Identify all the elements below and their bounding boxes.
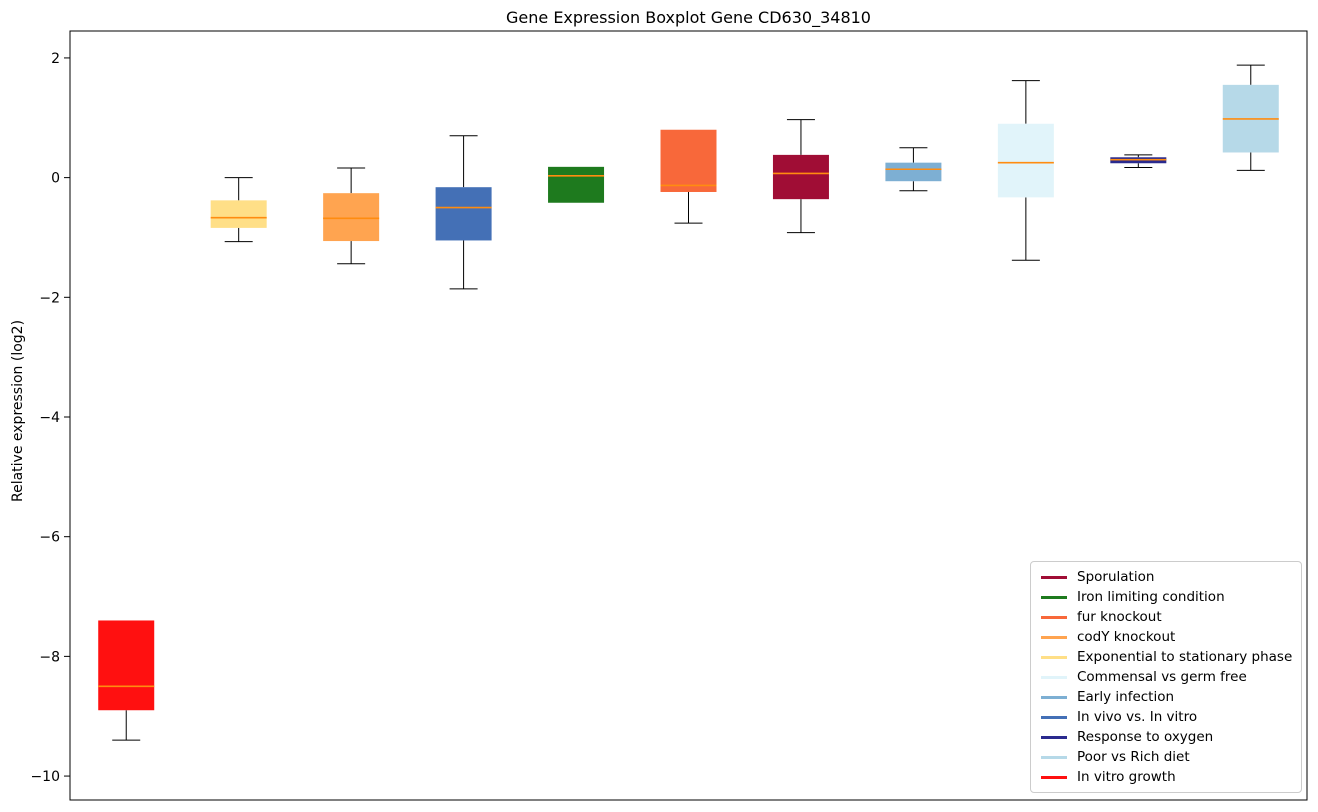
legend-item-iron-limiting-condition: Iron limiting condition [1031,587,1301,607]
boxplot-poor-vs-rich-diet [1222,64,1279,171]
y-tick-label: 2 [51,51,60,67]
legend-swatch [1041,635,1067,639]
boxplot-fur-knockout [660,129,717,224]
legend-item-commensal-vs-germ-free: Commensal vs germ free [1031,667,1301,687]
y-tick-label: −2 [39,290,60,306]
legend-item-in-vitro-growth: In vitro growth [1031,767,1301,787]
boxplot-in-vitro-growth [98,620,155,741]
legend-swatch [1041,695,1067,699]
boxplot-iron-limiting-condition [548,166,605,203]
chart-title: Gene Expression Boxplot Gene CD630_34810 [506,8,871,27]
legend-label: In vivo vs. In vitro [1077,709,1198,725]
legend-item-in-vivo-vs-in-vitro: In vivo vs. In vitro [1031,707,1301,727]
legend-item-response-to-oxygen: Response to oxygen [1031,727,1301,747]
boxplot-sporulation [772,119,829,234]
legend: Sporulation Iron limiting condition fur kn… [1030,561,1302,793]
legend-swatch [1041,715,1067,719]
y-tick-label: −8 [39,649,60,665]
legend-label: fur knockout [1077,609,1162,625]
boxplot-response-to-oxygen [1110,154,1167,168]
legend-swatch [1041,755,1067,759]
box [660,129,717,192]
legend-swatch [1041,775,1067,779]
legend-item-sporulation: Sporulation [1031,567,1301,587]
legend-swatch [1041,615,1067,619]
boxplot-early-infection [885,147,942,192]
box [98,620,155,711]
box [997,123,1054,198]
legend-label: Early infection [1077,689,1175,705]
legend-label: In vitro growth [1077,769,1176,785]
legend-label: Poor vs Rich diet [1077,749,1190,765]
legend-swatch [1041,595,1067,599]
legend-item-exponential-to-stationary-phase: Exponential to stationary phase [1031,647,1301,667]
y-tick-label: −10 [30,769,60,785]
legend-item-cody-knockout: codY knockout [1031,627,1301,647]
y-tick-label: −6 [39,530,60,546]
boxplot-exponential-to-stationary-phase [210,177,267,243]
boxplot-commensal-vs-germ-free [997,80,1054,261]
box [323,193,380,242]
y-tick-label: 0 [51,171,60,187]
legend-item-fur-knockout: fur knockout [1031,607,1301,627]
legend-label: Exponential to stationary phase [1077,649,1293,665]
box [435,187,492,241]
legend-item-early-infection: Early infection [1031,687,1301,707]
legend-swatch [1041,655,1067,659]
plot-frame [69,30,1308,801]
box [885,162,942,182]
boxplot-in-vivo-vs-in-vitro [435,135,492,290]
y-tick-label: −4 [39,410,60,426]
boxplot-cody-knockout [323,167,380,265]
legend-label: Iron limiting condition [1077,589,1225,605]
legend-label: Commensal vs germ free [1077,669,1247,685]
legend-item-poor-vs-rich-diet: Poor vs Rich diet [1031,747,1301,767]
legend-swatch [1041,675,1067,679]
legend-swatch [1041,575,1067,579]
legend-label: Response to oxygen [1077,729,1214,745]
box [210,200,267,228]
legend-swatch [1041,735,1067,739]
legend-label: codY knockout [1077,629,1176,645]
box [548,166,605,203]
box [772,154,829,200]
legend-label: Sporulation [1077,569,1155,585]
